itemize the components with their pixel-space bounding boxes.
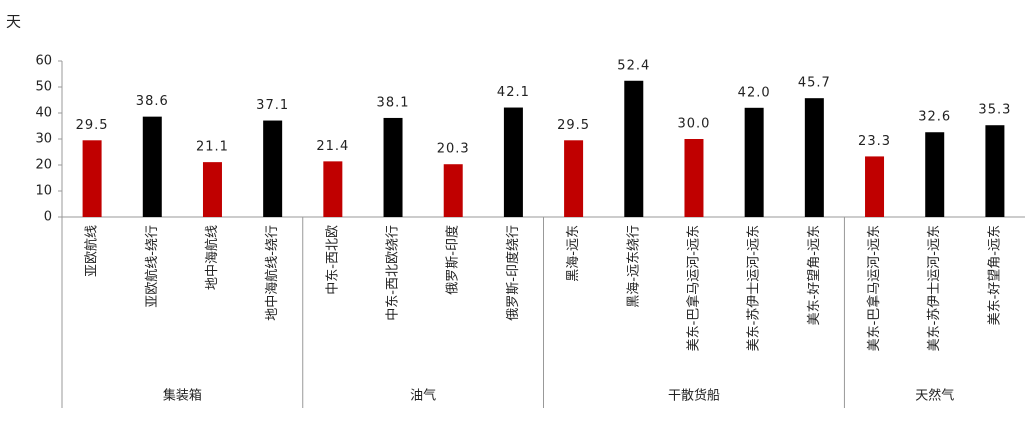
bar [323, 161, 343, 217]
y-axis-label: 天 [6, 13, 21, 31]
value-label: 29.5 [76, 118, 109, 133]
x-tick-label: 俄罗斯-印度 [445, 225, 461, 295]
bar [443, 164, 463, 217]
bar [383, 117, 403, 217]
x-tick-label: 美东-巴拿马运河-远东 [866, 225, 882, 351]
bar [503, 107, 523, 217]
x-tick-label: 中东-西北欧 [325, 225, 340, 295]
value-label: 29.5 [557, 118, 590, 133]
x-tick-label: 美东-好望角-远东 [986, 225, 1002, 325]
x-tick-label: 黑海-远东绕行 [626, 225, 641, 308]
y-tick-label: 0 [44, 210, 52, 225]
x-tick-label: 美东-好望角-远东 [806, 225, 822, 325]
bar [624, 80, 644, 217]
group-label: 油气 [410, 388, 436, 404]
x-tick-label: 美东-苏伊士运河-远东 [926, 225, 942, 351]
value-label: 32.6 [918, 110, 951, 125]
bar [865, 156, 885, 217]
bar [925, 132, 945, 217]
bar [263, 120, 283, 217]
bar [804, 98, 824, 217]
x-tick-label: 亚欧航线 [84, 225, 100, 277]
value-label: 21.1 [196, 140, 229, 155]
bar [744, 107, 764, 217]
y-tick-label: 50 [35, 80, 52, 95]
x-tick-label: 美东-巴拿马运河-远东 [685, 225, 701, 351]
value-label: 52.4 [617, 58, 650, 73]
group-label: 天然气 [915, 388, 954, 404]
x-tick-label: 地中海航线-绕行 [264, 225, 280, 321]
bar [202, 162, 222, 217]
y-tick-label: 20 [35, 158, 52, 173]
value-label: 45.7 [798, 76, 831, 91]
x-tick-label: 俄罗斯-印度绕行 [505, 225, 521, 321]
value-label: 38.1 [377, 95, 410, 110]
group-label: 集装箱 [163, 388, 202, 404]
bar [985, 125, 1005, 217]
value-label: 35.3 [978, 103, 1011, 118]
value-label: 20.3 [437, 142, 470, 157]
x-tick-label: 地中海航线 [204, 225, 220, 290]
bar [82, 140, 102, 217]
x-tick-label: 美东-苏伊士运河-远东 [746, 225, 762, 351]
x-tick-label: 黑海-远东 [566, 225, 581, 282]
bar [684, 139, 704, 217]
value-label: 42.1 [497, 85, 530, 100]
y-tick-label: 60 [35, 54, 52, 69]
y-tick-label: 10 [35, 184, 52, 199]
value-label: 30.0 [677, 117, 710, 132]
y-tick-label: 40 [35, 106, 52, 121]
value-label: 42.0 [738, 85, 771, 100]
x-tick-label: 亚欧航线-绕行 [144, 225, 160, 308]
y-tick-label: 30 [35, 132, 52, 147]
value-label: 23.3 [858, 134, 891, 149]
bar [564, 140, 584, 217]
value-label: 37.1 [256, 98, 289, 113]
group-label: 干散货船 [668, 388, 720, 404]
value-label: 38.6 [136, 94, 169, 109]
bar [142, 116, 162, 217]
value-label: 21.4 [316, 139, 349, 154]
x-tick-label: 中东-西北欧绕行 [386, 225, 401, 321]
